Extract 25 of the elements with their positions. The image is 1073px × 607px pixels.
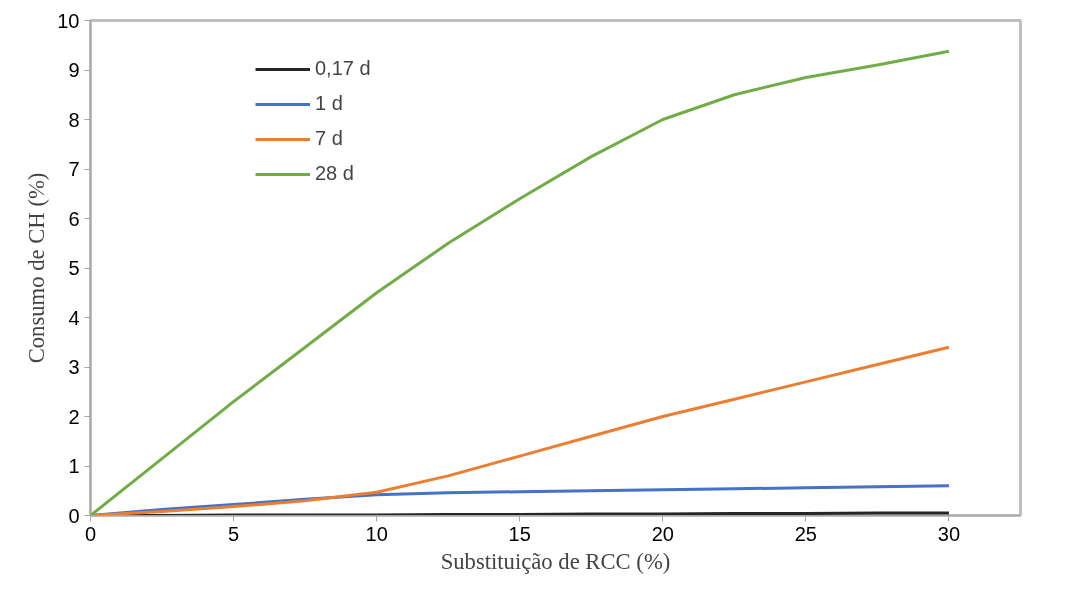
line-series — [90, 49, 951, 516]
y-tick-label: 1 — [68, 455, 80, 477]
x-tick-label: 10 — [365, 522, 388, 545]
x-tick-label: 0 — [84, 522, 97, 545]
legend-label: 0,17 d — [315, 57, 371, 80]
y-tick-label: 8 — [68, 108, 80, 131]
legend-label: 28 d — [315, 162, 354, 185]
y-tick-label: 4 — [68, 306, 80, 329]
x-tick-label: 20 — [651, 522, 674, 545]
y-tick-label: 6 — [68, 207, 80, 230]
y-axis-title: Consumo de CH (%) — [24, 172, 50, 364]
x-axis-title: Substituição de RCC (%) — [440, 548, 671, 574]
y-tick-label: 0 — [68, 504, 80, 527]
legend-label: 7 d — [315, 127, 343, 150]
x-tick-label: 15 — [508, 522, 531, 545]
y-tick-label: 10 — [57, 9, 80, 32]
y-tick-label: 7 — [68, 158, 80, 180]
legend-label: 1 d — [315, 92, 343, 115]
y-tick-label: 3 — [68, 356, 80, 378]
y-tick-label: 9 — [68, 59, 80, 81]
x-tick-label: 25 — [794, 522, 818, 545]
y-tick-label: 2 — [68, 405, 80, 428]
x-tick-label: 30 — [937, 522, 961, 545]
y-tick-label: 5 — [68, 257, 80, 279]
x-tick-label: 5 — [228, 522, 240, 545]
